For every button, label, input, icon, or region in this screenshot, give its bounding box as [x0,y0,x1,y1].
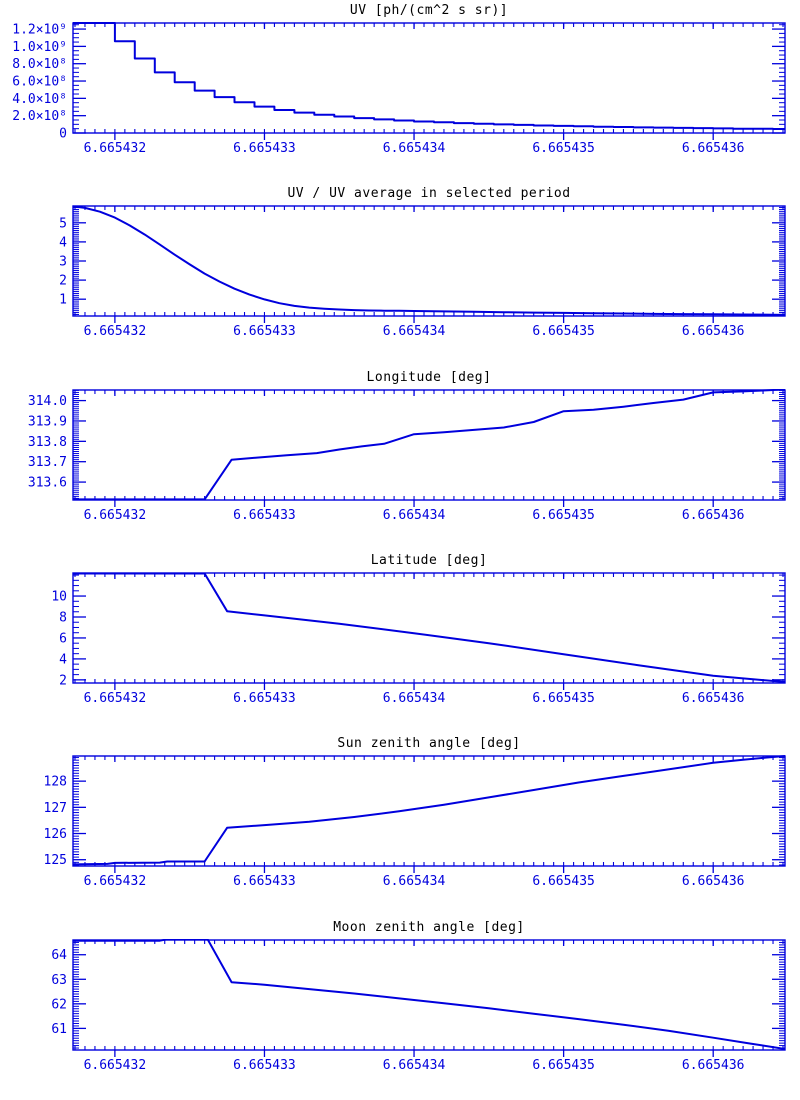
plot-uv-flux: UV [ph/(cm^2 s sr)] 6.665432 6.665433 6.66… [0,0,800,183]
plot-title: Moon zenith angle [deg] [333,919,525,935]
plot-box [72,938,786,1051]
x-tick-label: 6.665432 [84,141,147,156]
y-tick-label: 4 [59,236,67,251]
y-tick-label: 313.9 [28,414,67,429]
x-tick-label: 6.665433 [233,1058,296,1073]
plot-box [72,22,786,134]
x-tick-label: 6.665434 [383,874,446,889]
x-tick-label: 6.665434 [383,691,446,706]
y-tick-label: 0 [59,126,67,141]
plot-canvas-uv-flux: 6.665432 6.665433 6.665434 6.665435 6.665436… [12,21,786,156]
plot-canvas-uv-ratio: 6.665432 6.665433 6.665434 6.665435 6.665436… [59,205,786,339]
x-tick-label: 6.665434 [383,324,446,339]
plot-title: Longitude [deg] [366,369,492,385]
x-tick-label: 6.665433 [233,324,296,339]
y-tick-label: 1.0×10⁹ [12,40,67,55]
y-tick-label: 2.0×10⁸ [12,109,67,124]
x-tick-label: 6.665433 [233,141,296,156]
x-tick-label: 6.665436 [682,324,745,339]
plot-box [72,205,786,318]
plot-box [72,755,786,868]
y-tick-label: 4.0×10⁸ [12,92,67,107]
x-tick-label: 6.665435 [532,1058,595,1073]
y-tick-label: 62 [51,997,67,1012]
y-tick-label: 127 [44,801,67,816]
y-tick-label: 3 [59,255,67,270]
x-tick-label: 6.665435 [532,141,595,156]
plot-title: UV [ph/(cm^2 s sr)] [349,3,509,18]
x-tick-label: 6.665432 [84,508,147,523]
y-tick-label: 126 [44,827,67,842]
x-tick-label: 6.665435 [532,691,595,706]
y-tick-label: 1 [59,293,67,308]
y-tick-label: 4 [59,652,67,667]
plot-longitude: Longitude [deg] 6.665432 6.665433 6.665434… [0,367,800,550]
plot-box [72,388,786,501]
y-tick-label: 8 [59,610,67,625]
plot-box [72,572,786,684]
data-line [73,755,785,866]
x-tick-label: 6.665434 [383,508,446,523]
data-line [73,21,785,130]
x-tick-label: 6.665432 [84,324,147,339]
x-tick-label: 6.665434 [383,141,446,156]
x-tick-label: 6.665436 [682,691,745,706]
x-tick-label: 6.665433 [233,874,296,889]
data-line [73,938,785,1050]
y-tick-label: 125 [44,854,67,869]
plot-title: UV / UV average in selected period [287,186,571,202]
plot-moon-zenith: Moon zenith angle [deg] 6.665432 6.665433… [0,917,800,1100]
plot-sun-zenith: Sun zenith angle [deg] 6.665432 6.665433 6… [0,733,800,916]
y-tick-label: 64 [51,948,67,963]
y-tick-label: 6.0×10⁸ [12,75,67,90]
x-tick-label: 6.665432 [84,1058,147,1073]
x-tick-label: 6.665433 [233,691,296,706]
y-tick-label: 63 [51,972,67,987]
y-tick-label: 61 [51,1022,67,1037]
x-tick-label: 6.665435 [532,324,595,339]
x-tick-label: 6.665436 [682,874,745,889]
y-tick-label: 2 [59,274,67,289]
y-tick-label: 2 [59,673,67,688]
y-tick-label: 8.0×10⁸ [12,57,67,72]
plot-title: Sun zenith angle [deg] [337,736,521,752]
x-tick-label: 6.665436 [682,508,745,523]
y-tick-label: 313.8 [28,434,67,449]
y-tick-label: 1.2×10⁹ [12,23,67,38]
x-tick-label: 6.665435 [532,874,595,889]
x-tick-label: 6.665432 [84,874,147,889]
plot-latitude: Latitude [deg] 6.665432 6.665433 6.665434 6… [0,550,800,733]
x-tick-label: 6.665436 [682,141,745,156]
y-tick-label: 128 [44,775,67,790]
x-tick-label: 6.665433 [233,508,296,523]
data-line [73,572,785,683]
y-tick-label: 314.0 [28,394,67,409]
y-tick-label: 5 [59,217,67,232]
y-tick-label: 313.6 [28,475,67,490]
x-tick-label: 6.665435 [532,508,595,523]
plot-canvas-sun-zenith: 6.665432 6.665433 6.665434 6.665435 6.665436… [44,755,786,889]
plot-canvas-longitude: 6.665432 6.665433 6.665434 6.665435 6.665436… [28,388,786,523]
plot-canvas-moon-zenith: 6.665432 6.665433 6.665434 6.665435 6.665436… [51,938,786,1073]
data-line [73,205,785,317]
y-tick-label: 6 [59,631,67,646]
y-tick-label: 10 [51,590,67,605]
plot-canvas-latitude: 6.665432 6.665433 6.665434 6.665435 6.665436… [51,572,786,706]
plot-uv-ratio: UV / UV average in selected period 6.665… [0,183,800,366]
x-tick-label: 6.665432 [84,691,147,706]
y-tick-label: 313.7 [28,455,67,470]
x-tick-label: 6.665436 [682,1058,745,1073]
x-tick-label: 6.665434 [383,1058,446,1073]
plot-title: Latitude [deg] [370,552,488,568]
data-line [73,388,785,501]
